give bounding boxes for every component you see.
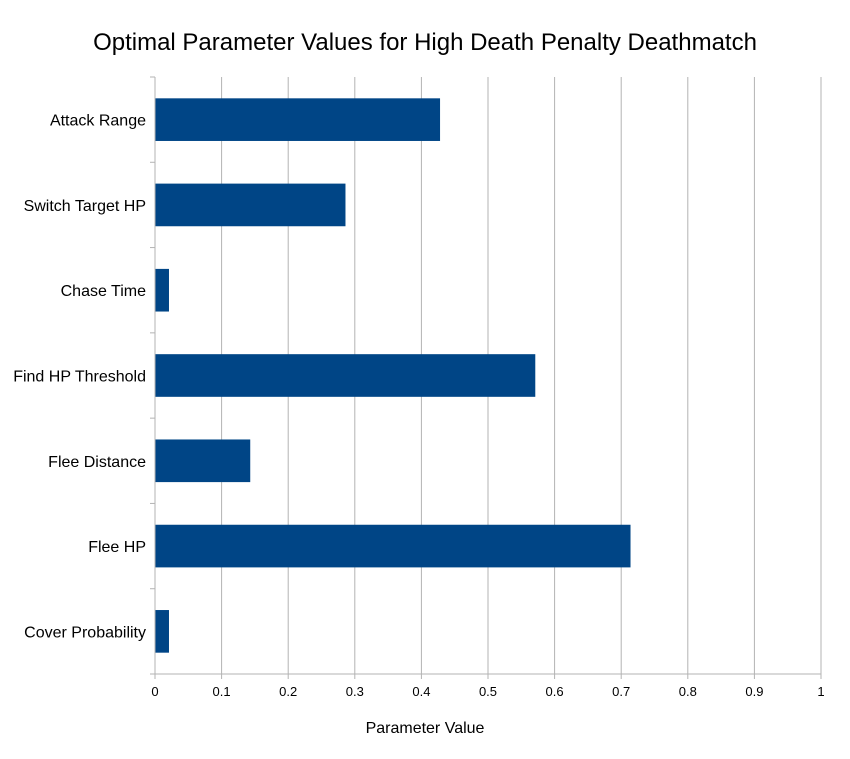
bar — [155, 354, 536, 397]
bar — [155, 98, 441, 141]
x-tick-label: 0.8 — [679, 684, 697, 699]
axes — [150, 76, 822, 679]
x-tick-label: 0.7 — [612, 684, 630, 699]
x-tick-label: 0.4 — [412, 684, 430, 699]
bar — [155, 439, 251, 483]
x-tick-label: 1 — [817, 684, 824, 699]
x-axis-label: Parameter Value — [366, 720, 485, 737]
x-tick-label: 0.5 — [479, 684, 497, 699]
x-tick-label: 0.3 — [346, 684, 364, 699]
category-label: Flee HP — [88, 539, 146, 556]
bar — [155, 524, 631, 568]
bar — [155, 610, 169, 653]
x-tick-label: 0.2 — [279, 684, 297, 699]
category-label: Attack Range — [50, 113, 146, 130]
x-tick-label: 0.6 — [546, 684, 564, 699]
x-tick-labels: 0 0.1 0.2 0.3 0.4 0.5 0.6 0.7 0.8 0.9 1 — [151, 684, 824, 699]
category-label: Find HP Threshold — [13, 369, 146, 386]
chart-title: Optimal Parameter Values for High Death … — [93, 29, 757, 56]
bar — [155, 268, 169, 312]
category-label: Switch Target HP — [24, 198, 146, 215]
category-labels: Attack Range Switch Target HP Chase Time Fi… — [13, 113, 146, 642]
x-tick-label: 0 — [151, 684, 158, 699]
bars — [155, 98, 631, 653]
x-tick-label: 0.9 — [745, 684, 763, 699]
category-label: Cover Probability — [24, 624, 146, 641]
x-tick-label: 0.1 — [213, 684, 231, 699]
category-label: Flee Distance — [48, 454, 146, 471]
bar — [155, 183, 346, 227]
category-label: Chase Time — [61, 283, 146, 300]
